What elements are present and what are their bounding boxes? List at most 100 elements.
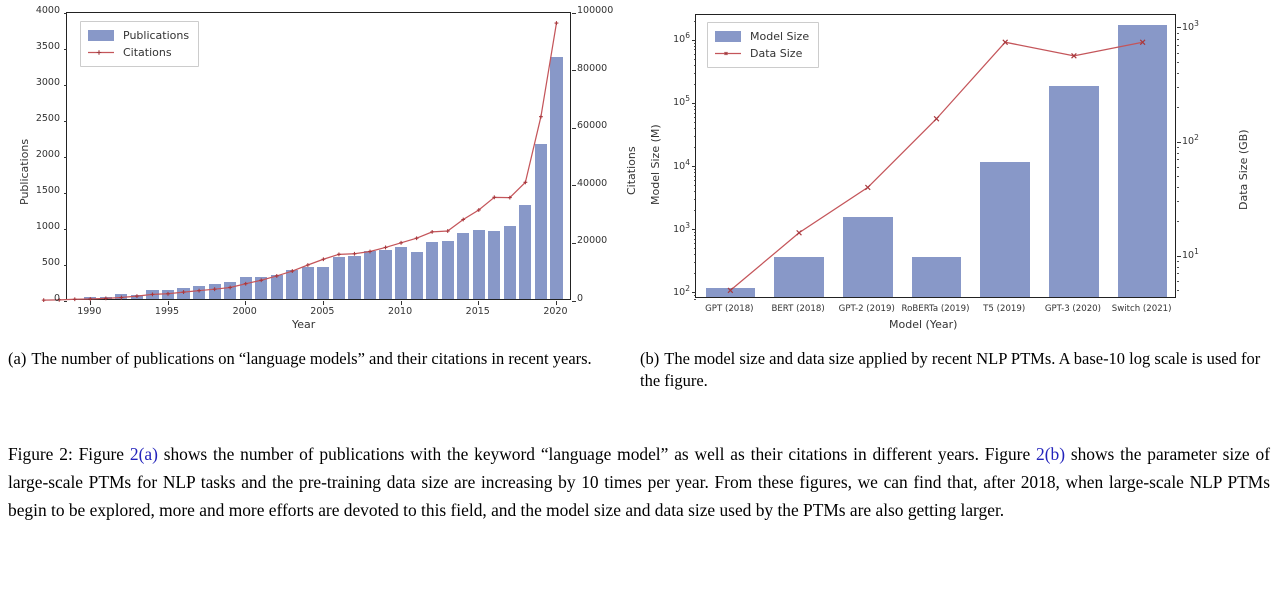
bar-publications (270, 274, 283, 299)
y-minor-tick-b (693, 58, 696, 60)
bar-publications (519, 205, 532, 299)
legend-item-data-size[interactable]: Data Size (715, 45, 809, 62)
x-axis-label-b: Model (Year) (889, 318, 958, 331)
y-minor-tick-b (693, 20, 696, 22)
y-minor-tick-b (693, 232, 696, 234)
y2-tick-label-b: 103 (1182, 18, 1199, 34)
legend-item-model-size[interactable]: Model Size (715, 28, 809, 45)
bar-publications (488, 230, 501, 299)
y-minor-tick-b (693, 235, 696, 237)
legend-bar-swatch-icon (88, 30, 114, 41)
y2-minor-tick-b (1177, 38, 1180, 40)
bar-publications (550, 56, 563, 299)
x-tick-a (245, 301, 247, 305)
x-tick-label-a: 2010 (387, 306, 413, 317)
y2-minor-tick-b (1177, 159, 1180, 161)
y2-minor-tick-b (1177, 61, 1180, 63)
x-tick-label-a: 2020 (543, 306, 568, 317)
figure-xref-link[interactable]: 2(b) (1036, 444, 1065, 464)
y-minor-tick-b (693, 243, 696, 245)
bar-publications (286, 270, 299, 299)
x-tick-a (167, 301, 169, 305)
subcaptions: (a) The number of publications on “langua… (0, 348, 1279, 393)
y-minor-tick-b (693, 112, 696, 114)
y2-tick-a (572, 300, 576, 302)
y-minor-tick-b (693, 116, 696, 118)
bar-publications (193, 286, 206, 299)
y2-tick-label-a: 20000 (577, 235, 608, 247)
bar-publications (130, 295, 143, 299)
y2-tick-label-a: 0 (577, 293, 584, 304)
y-tick-b (692, 39, 696, 41)
y-minor-tick-b (693, 53, 696, 55)
bar-publications (239, 276, 252, 299)
y2-tick-label-a: 40000 (577, 177, 608, 189)
y2-tick-a (572, 242, 576, 244)
y-tick-label-a: 1000 (35, 221, 60, 232)
legend-bar-swatch-icon (715, 31, 741, 42)
subcaption-a-text: The number of publications on “language … (31, 349, 592, 368)
caption-text-run: shows the number of publications with th… (157, 444, 1037, 464)
bar-publications (379, 249, 392, 299)
legend-line-swatch-icon (88, 47, 114, 58)
y-tick-a (63, 120, 67, 122)
y-tick-label-b: 104 (673, 157, 690, 172)
y-tick-label-a: 2500 (35, 113, 60, 124)
y-minor-tick-b (693, 298, 696, 300)
y2-tick-label-a: 100000 (577, 5, 614, 16)
bar-publications (301, 266, 314, 299)
y-minor-tick-b (693, 180, 696, 182)
y2-minor-tick-b (1177, 221, 1180, 223)
legend-label-data-size: Data Size (750, 47, 803, 60)
y2-minor-tick-b (1177, 280, 1180, 282)
y-tick-b (692, 229, 696, 231)
x-tick-label-b: GPT-3 (2020) (1044, 304, 1101, 314)
bar-publications (395, 247, 408, 299)
y-minor-tick-b (693, 135, 696, 137)
subcaption-b-text: The model size and data size applied by … (640, 349, 1261, 391)
y2-tick-b (1177, 141, 1181, 143)
x-tick-label-a: 1990 (77, 306, 102, 317)
y2-minor-tick-b (1177, 201, 1180, 203)
y2-tick-a (572, 127, 576, 129)
bar-publications (426, 242, 439, 299)
bar-model-size (1117, 25, 1168, 297)
legend-b: Model Size Data Size (707, 22, 820, 68)
caption-text-run: shows the parameter size of large-scale … (8, 444, 1270, 521)
y2-tick-label-a: 80000 (577, 62, 608, 74)
legend-label-publications: Publications (123, 29, 190, 42)
y-tick-b (692, 166, 696, 167)
legend-a: Publications Citations (80, 21, 200, 67)
y-minor-tick-b (693, 127, 696, 129)
bar-publications (472, 229, 485, 299)
bar-publications (161, 289, 175, 299)
legend-item-publications[interactable]: Publications (88, 27, 189, 44)
chart-panel-b: Model Size (M) Data Size (GB) Model (Yea… (639, 0, 1278, 340)
y2-minor-tick-b (1177, 32, 1180, 34)
y-minor-tick-b (693, 185, 696, 187)
y2-minor-tick-b (1177, 266, 1180, 268)
y-minor-tick-b (693, 254, 696, 256)
y-tick-a (63, 84, 67, 86)
x-tick-label-b: GPT-2 (2019) (838, 304, 895, 314)
bar-publications (84, 297, 97, 299)
y-minor-tick-b (693, 45, 696, 47)
y-tick-label-b: 105 (673, 94, 690, 109)
bar-publications (348, 256, 361, 299)
legend-label-model-size: Model Size (750, 30, 810, 43)
x-tick-a (555, 301, 557, 305)
figure-caption: Figure 2: Figure 2(a) shows the number o… (8, 440, 1270, 525)
y-tick-a (63, 228, 67, 230)
legend-item-citations[interactable]: Citations (88, 44, 189, 61)
y-minor-tick-b (693, 295, 696, 297)
bar-publications (534, 144, 547, 299)
figure-xref-link[interactable]: 2(a) (129, 444, 158, 464)
y-minor-tick-b (693, 191, 696, 193)
y2-tick-b (1177, 27, 1181, 29)
y2-minor-tick-b (1177, 45, 1180, 47)
x-tick-a (322, 301, 324, 305)
y2-minor-tick-b (1177, 72, 1180, 74)
bar-model-size (980, 161, 1030, 297)
y-tick-label-a: 500 (41, 257, 60, 268)
